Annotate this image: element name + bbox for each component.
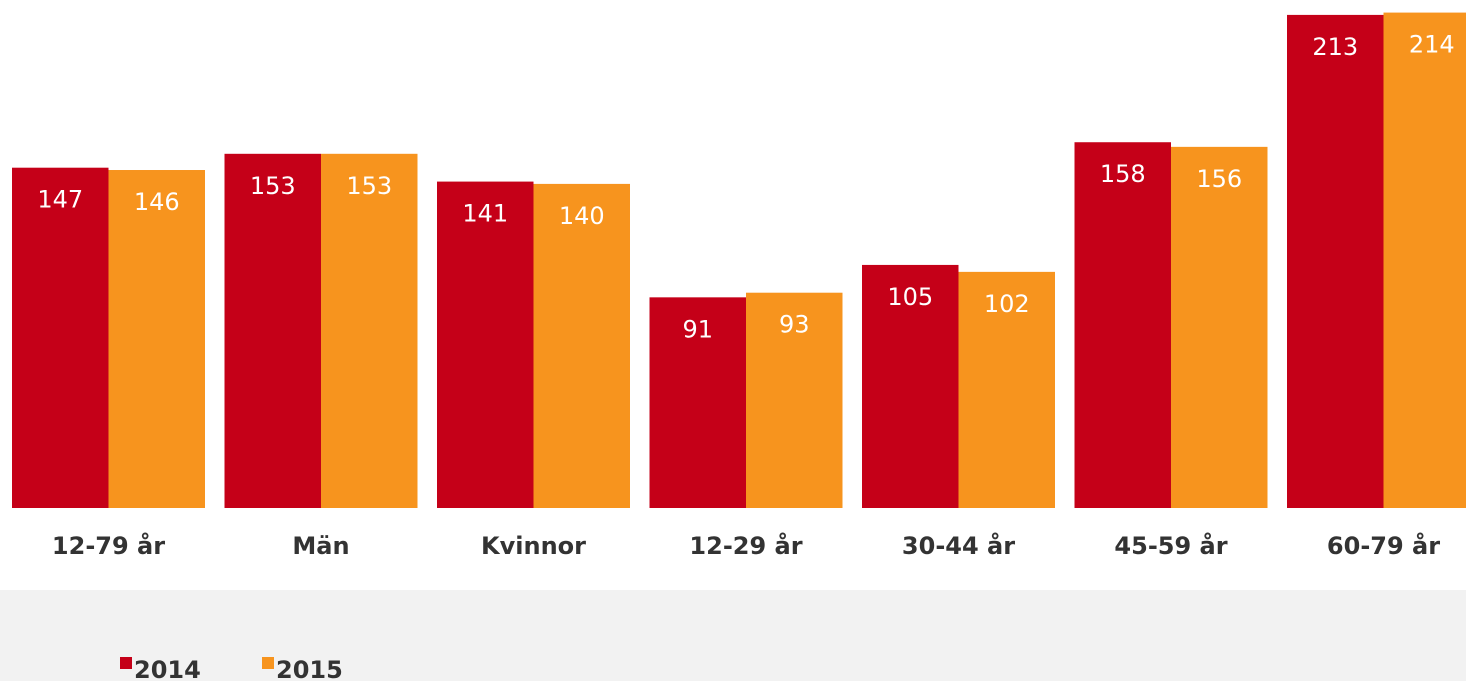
legend-label: 2014 xyxy=(134,656,201,681)
x-tick-label: Män xyxy=(292,532,349,560)
value-label: 93 xyxy=(779,311,810,339)
bar xyxy=(1287,14,1384,509)
bar xyxy=(746,292,843,508)
value-label: 141 xyxy=(462,200,508,228)
value-label: 140 xyxy=(559,202,605,230)
value-label: 146 xyxy=(134,188,180,216)
bar xyxy=(649,297,746,508)
value-label: 91 xyxy=(682,315,713,343)
bar xyxy=(1074,142,1171,509)
bar xyxy=(321,153,418,508)
x-tick-label: 12-79 år xyxy=(52,531,165,560)
bar xyxy=(862,264,959,508)
x-tick-label: 45-59 år xyxy=(1114,531,1227,560)
value-label: 102 xyxy=(984,290,1030,318)
value-label: 147 xyxy=(37,186,83,214)
bar xyxy=(1383,12,1466,509)
value-label: 213 xyxy=(1312,33,1358,61)
x-tick-label: Kvinnor xyxy=(481,532,586,560)
bar xyxy=(437,181,534,508)
legend-label: 2015 xyxy=(276,656,343,681)
x-tick-label: 12-29 år xyxy=(689,531,802,560)
value-label: 156 xyxy=(1196,165,1242,193)
legend-swatch xyxy=(262,657,274,669)
value-label: 158 xyxy=(1100,160,1146,188)
x-tick-label: 60-79 år xyxy=(1327,531,1440,560)
value-label: 105 xyxy=(887,283,933,311)
legend-background xyxy=(0,590,1466,681)
bar xyxy=(958,271,1055,508)
value-label: 214 xyxy=(1409,31,1455,59)
legend-swatch xyxy=(120,657,132,669)
value-label: 153 xyxy=(250,172,296,200)
bar xyxy=(224,153,321,508)
bar xyxy=(108,170,205,508)
value-label: 153 xyxy=(346,172,392,200)
bar xyxy=(12,167,109,508)
bar xyxy=(1171,146,1268,509)
bar xyxy=(533,183,630,508)
x-tick-label: 30-44 år xyxy=(902,531,1015,560)
